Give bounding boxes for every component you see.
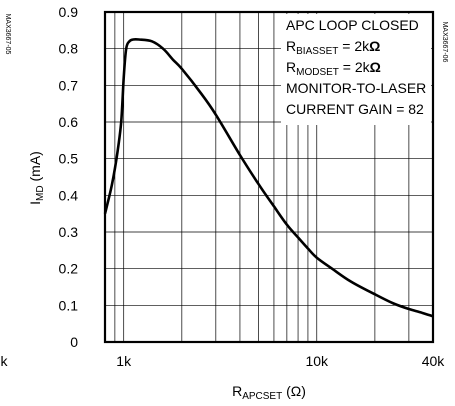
x-tick-label-partial: k	[1, 353, 9, 369]
y-tick-label: 0.3	[59, 224, 79, 240]
annotation-background	[281, 14, 431, 125]
series-line	[103, 37, 434, 318]
y-tick-label: 0.7	[59, 77, 79, 93]
annotation-line: APC LOOP CLOSED	[286, 17, 419, 33]
y-tick-label: 0.2	[59, 261, 79, 277]
x-tick-labels: 1k 10k 40k k	[1, 353, 446, 369]
figure-code-right: MAX3667-06	[441, 22, 448, 63]
y-axis-label: IMD (mA)	[27, 151, 46, 205]
y-tick-label: 0.5	[59, 151, 79, 167]
y-tick-label: 0	[70, 334, 78, 350]
annotation-line: RMODSET = 2kΩ	[286, 59, 381, 78]
plot-border	[103, 10, 435, 344]
x-tick-label: 40k	[422, 353, 446, 369]
annotation-line: CURRENT GAIN = 82	[286, 101, 424, 117]
axis-labels: RAPCSET (Ω) IMD (mA)	[27, 151, 306, 402]
plot-frame	[103, 10, 435, 344]
x-tick-label: 1k	[116, 353, 132, 369]
series	[103, 37, 434, 318]
y-tick-label: 0.6	[59, 114, 79, 130]
y-tick-labels: 0 0.1 0.2 0.3 0.4 0.5 0.6 0.7 0.8 0.9	[59, 4, 79, 350]
figure-code-left: MAX3667-05	[4, 14, 11, 55]
y-tick-label: 0.9	[59, 4, 79, 20]
annotation-box: APC LOOP CLOSED RBIASSET = 2kΩ RMODSET = 2…	[281, 14, 431, 125]
y-tick-label: 0.4	[59, 187, 79, 203]
y-tick-label: 0.8	[59, 41, 79, 57]
annotation-line: RBIASSET = 2kΩ	[286, 38, 380, 57]
side-codes: MAX3667-06 MAX3667-05	[4, 14, 448, 63]
annotation-line: MONITOR-TO-LASER	[286, 80, 426, 96]
x-tick-label: 10k	[305, 353, 329, 369]
x-axis-label: RAPCSET (Ω)	[232, 383, 306, 402]
y-tick-label: 0.1	[59, 297, 79, 313]
